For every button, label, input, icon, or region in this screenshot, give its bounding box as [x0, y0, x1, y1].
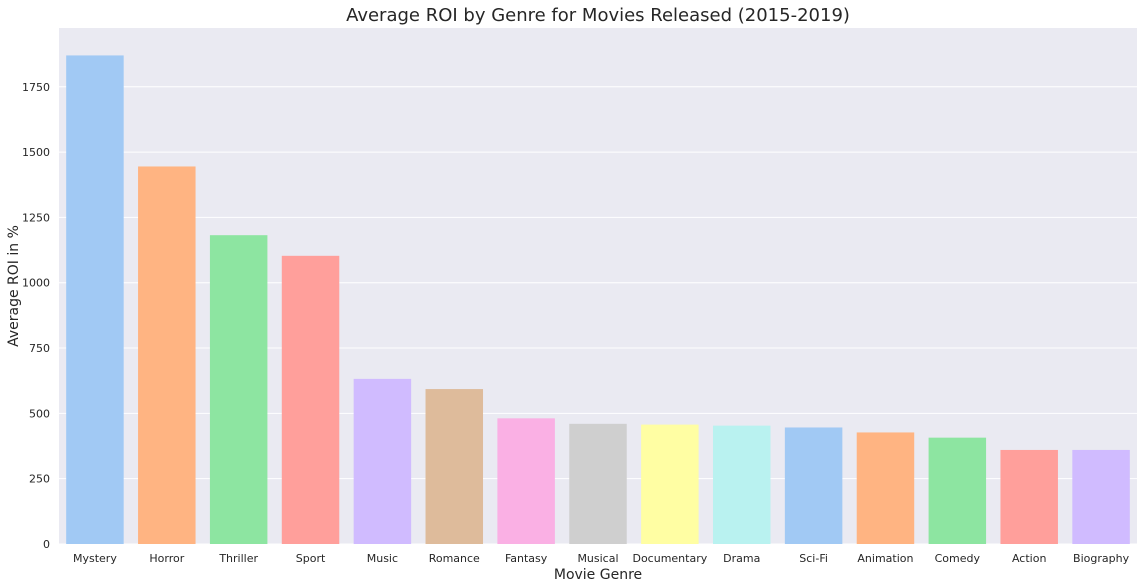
bar-biography — [1072, 449, 1130, 544]
y-tick-label: 250 — [29, 473, 50, 486]
x-tick-label: Fantasy — [505, 552, 548, 565]
x-tick-label: Musical — [577, 552, 618, 565]
y-tick-label: 0 — [43, 538, 50, 551]
bar-fantasy — [497, 418, 555, 544]
bar-romance — [425, 389, 484, 544]
x-tick-label: Documentary — [632, 552, 707, 565]
x-axis-ticks: Mystery Horror Thriller Sport Music Romance Fa… — [73, 552, 1130, 565]
y-tick-label: 1000 — [22, 277, 50, 290]
bar-horror — [138, 166, 196, 544]
bar-sport — [281, 255, 340, 544]
y-tick-label: 1250 — [22, 211, 50, 224]
x-tick-label: Biography — [1073, 552, 1130, 565]
bar-music — [353, 378, 412, 544]
y-tick-label: 1750 — [22, 81, 50, 94]
bar-comedy — [928, 437, 987, 544]
x-tick-label: Animation — [857, 552, 913, 565]
bars — [66, 55, 1130, 545]
x-tick-label: Thriller — [218, 552, 258, 565]
x-tick-label: Action — [1012, 552, 1046, 565]
bar-documentary — [641, 424, 699, 544]
bar-thriller — [209, 235, 268, 545]
x-tick-label: Drama — [723, 552, 760, 565]
bar-sci-fi — [784, 427, 843, 544]
x-axis-label: Movie Genre — [554, 567, 642, 583]
bar-action — [1000, 449, 1058, 544]
x-tick-label: Romance — [429, 552, 480, 565]
x-tick-label: Sci-Fi — [799, 552, 828, 565]
y-tick-label: 750 — [29, 342, 50, 355]
y-tick-label: 1500 — [22, 146, 50, 159]
x-tick-label: Mystery — [73, 552, 117, 565]
y-tick-label: 500 — [29, 407, 50, 420]
x-tick-label: Music — [367, 552, 398, 565]
y-axis-ticks: 0 250 500 750 1000 1250 1500 1750 — [22, 81, 50, 551]
y-axis-label: Average ROI in % — [6, 225, 22, 347]
bar-animation — [856, 432, 915, 544]
x-tick-label: Comedy — [935, 552, 981, 565]
bar-mystery — [66, 55, 124, 544]
chart-title: Average ROI by Genre for Movies Released… — [346, 5, 850, 26]
bar-drama — [712, 425, 771, 544]
bar-musical — [569, 423, 627, 544]
x-tick-label: Sport — [296, 552, 326, 565]
x-tick-label: Horror — [149, 552, 184, 565]
